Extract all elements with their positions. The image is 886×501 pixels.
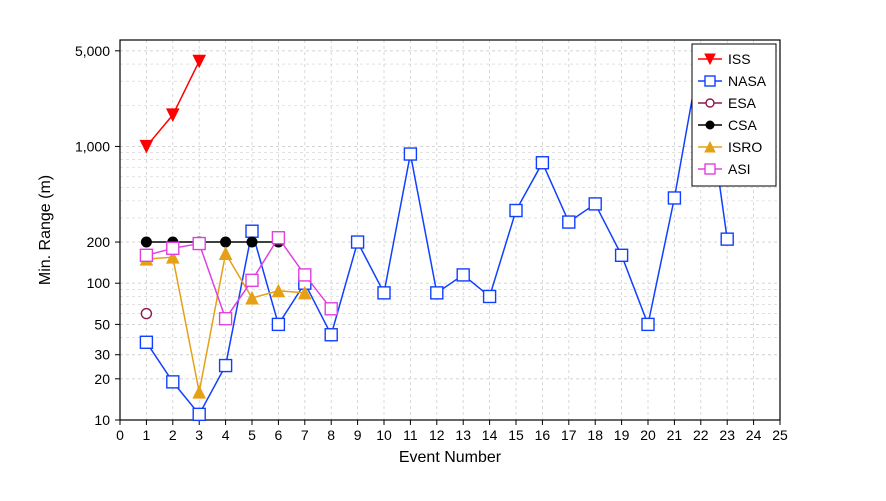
svg-text:10: 10 [376,427,392,443]
svg-text:50: 50 [94,316,110,332]
svg-text:18: 18 [587,427,603,443]
svg-text:Event Number: Event Number [399,449,502,466]
svg-text:20: 20 [94,371,110,387]
svg-text:Min. Range (m): Min. Range (m) [37,175,54,285]
svg-text:24: 24 [746,427,762,443]
legend-label-nasa: NASA [728,73,767,89]
svg-text:200: 200 [87,234,111,250]
svg-text:7: 7 [301,427,309,443]
svg-text:5: 5 [248,427,256,443]
svg-text:13: 13 [455,427,471,443]
svg-text:23: 23 [719,427,735,443]
svg-text:5,000: 5,000 [75,43,110,59]
svg-text:1: 1 [143,427,151,443]
svg-text:10: 10 [94,412,110,428]
svg-text:3: 3 [195,427,203,443]
svg-text:8: 8 [327,427,335,443]
range-chart: 102030501002001,0005,0000123456789101112… [0,0,886,501]
svg-text:22: 22 [693,427,709,443]
legend-label-isro: ISRO [728,139,762,155]
legend-label-csa: CSA [728,117,757,133]
svg-text:4: 4 [222,427,230,443]
svg-text:16: 16 [535,427,551,443]
svg-text:25: 25 [772,427,788,443]
svg-text:20: 20 [640,427,656,443]
series-esa [141,309,151,319]
svg-text:100: 100 [87,275,111,291]
svg-text:30: 30 [94,347,110,363]
legend-label-esa: ESA [728,95,757,111]
svg-text:9: 9 [354,427,362,443]
svg-text:0: 0 [116,427,124,443]
svg-text:14: 14 [482,427,498,443]
chart-svg: 102030501002001,0005,0000123456789101112… [0,0,886,501]
legend-label-iss: ISS [728,51,751,67]
svg-text:12: 12 [429,427,445,443]
svg-text:21: 21 [667,427,683,443]
svg-text:19: 19 [614,427,630,443]
svg-text:15: 15 [508,427,524,443]
svg-text:17: 17 [561,427,577,443]
svg-text:2: 2 [169,427,177,443]
legend: ISS NASA ESA CSA ISRO ASI [692,44,776,186]
svg-text:1,000: 1,000 [75,138,110,154]
svg-text:11: 11 [403,427,418,443]
svg-text:6: 6 [275,427,283,443]
legend-label-asi: ASI [728,161,751,177]
